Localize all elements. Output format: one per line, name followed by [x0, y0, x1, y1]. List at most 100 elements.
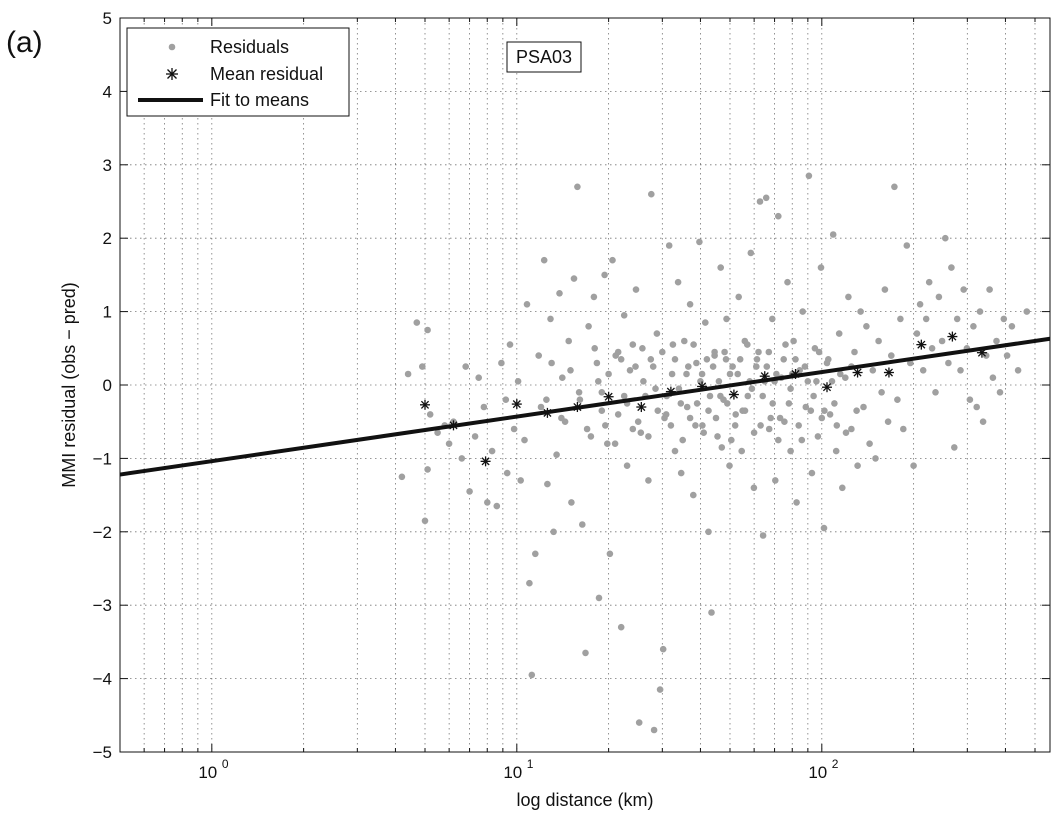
residual-point [817, 264, 825, 271]
x-tick-label: 10 2 [808, 757, 838, 782]
residual-point [699, 422, 706, 429]
residual-point [1023, 308, 1031, 315]
legend-mean-label: Mean residual [210, 64, 323, 84]
residual-point [475, 374, 483, 382]
residual-point [576, 396, 584, 404]
residual-point [953, 315, 961, 323]
residual-point [634, 418, 642, 426]
residual-point [776, 414, 784, 422]
residual-point [728, 436, 735, 444]
residual-point [686, 414, 694, 422]
residual-point [916, 301, 924, 308]
residual-point [775, 436, 782, 444]
mean-residual-marker [511, 399, 522, 410]
residual-point [708, 609, 715, 616]
residual-point [685, 363, 692, 370]
residual-point [398, 473, 406, 481]
x-tick-label-exponent: 2 [832, 757, 839, 771]
residual-point [692, 422, 699, 429]
residual-point [656, 686, 664, 693]
residual-point [739, 407, 746, 415]
residual-point [575, 389, 583, 396]
residual-point [1003, 352, 1011, 359]
y-tick-label: 2 [103, 229, 112, 248]
residual-point [595, 594, 603, 602]
residual-point [863, 323, 870, 330]
residual-point [587, 433, 595, 440]
residual-point [593, 359, 601, 367]
residual-point [690, 491, 697, 499]
residual-point [793, 499, 800, 506]
residual-point [648, 190, 655, 198]
residual-point [810, 392, 817, 400]
residual-point [1000, 315, 1008, 323]
residual-point [726, 370, 734, 378]
residual-point [649, 363, 657, 370]
residual-point [590, 293, 598, 301]
residual-point [595, 378, 602, 385]
residual-point [813, 378, 820, 385]
x-tick-label: 10 1 [503, 757, 533, 782]
residual-point [717, 264, 724, 271]
residual-point [900, 425, 907, 433]
residual-point [654, 407, 662, 415]
residual-point [767, 414, 774, 422]
residual-point [665, 242, 673, 249]
residual-point [738, 447, 745, 455]
residual-point [829, 231, 837, 238]
residual-point [769, 400, 776, 407]
residual-point [547, 315, 554, 323]
residual-point [583, 425, 591, 433]
residual-point [724, 400, 731, 407]
residual-point [839, 484, 846, 492]
residual-point [721, 348, 728, 356]
residual-point [799, 308, 806, 315]
mean-residual-marker [419, 399, 430, 410]
residual-point [1008, 323, 1016, 330]
residual-point [831, 400, 838, 407]
residual-point [957, 367, 964, 374]
x-tick-label-exponent: 1 [527, 757, 534, 771]
residual-point [556, 290, 563, 297]
residual-point [832, 447, 840, 455]
x-tick-labels: 10 0 10 1 10 2 [198, 757, 838, 782]
residual-point [488, 447, 496, 455]
residual-point [715, 378, 723, 385]
residual-point [693, 400, 701, 407]
residual-point [683, 370, 690, 378]
residual-point [601, 271, 608, 279]
mean-residual-markers [419, 331, 987, 467]
mean-residual-marker [759, 371, 770, 382]
residual-point [639, 345, 646, 352]
residual-point [814, 433, 822, 440]
residual-point [845, 293, 852, 301]
residual-point [568, 499, 575, 506]
residual-point [705, 407, 712, 415]
legend-mean-marker [166, 68, 178, 80]
residual-point [945, 359, 952, 367]
residual-point [506, 341, 514, 348]
residual-point [815, 348, 823, 356]
residual-point [548, 359, 555, 367]
residual-point [888, 352, 895, 359]
residual-point [735, 293, 742, 301]
annotation: PSA03 [506, 41, 582, 73]
residual-point [585, 323, 592, 330]
residual-point [781, 418, 788, 426]
mean-residual-marker [728, 389, 739, 400]
residual-point [818, 414, 826, 422]
residual-point [705, 528, 712, 536]
residual-point [891, 183, 898, 191]
residual-point [514, 378, 522, 385]
residual-point [802, 403, 810, 411]
residual-point [979, 418, 987, 426]
residual-point [762, 194, 770, 202]
y-tick-label: 3 [103, 156, 112, 175]
residual-point [537, 403, 545, 411]
residual-point [851, 348, 858, 356]
residual-point [853, 407, 860, 415]
residual-point [582, 649, 589, 657]
residual-point [698, 370, 706, 378]
residual-point [842, 374, 849, 382]
